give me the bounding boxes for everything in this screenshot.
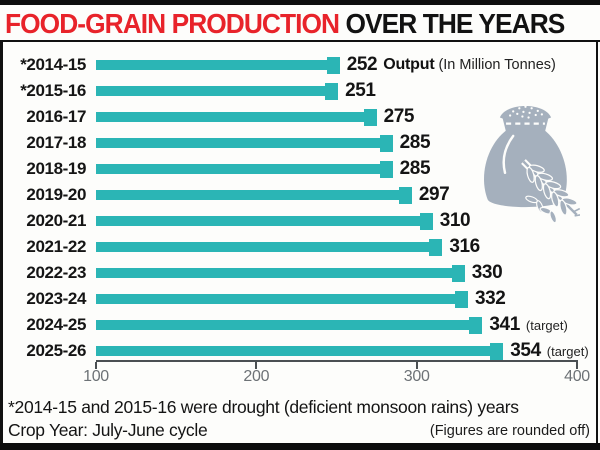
title-red-part: FOOD-GRAIN PRODUCTION bbox=[5, 8, 346, 39]
footnote-crop-year: Crop Year: July-June cycle bbox=[8, 420, 208, 440]
axis-tick-label: 100 bbox=[83, 368, 109, 385]
value-label: 316 bbox=[449, 236, 480, 257]
page-title: FOOD-GRAIN PRODUCTION OVER THE YEARS bbox=[5, 7, 565, 40]
bottom-rule bbox=[0, 443, 600, 450]
value-group: 354 (target) bbox=[510, 338, 588, 364]
axis-tick-label: 300 bbox=[403, 368, 430, 385]
bar-row: 2022-23 330 bbox=[0, 260, 600, 286]
footnote-rounded: (Figures are rounded off) bbox=[429, 423, 590, 439]
title-black-part: OVER THE YEARS bbox=[345, 8, 565, 39]
value-group: 285 bbox=[400, 156, 431, 182]
bar bbox=[96, 56, 340, 74]
value-label: 341 bbox=[489, 314, 520, 335]
value-label: 310 bbox=[439, 210, 471, 231]
bar-cap bbox=[454, 290, 468, 308]
bar-cap bbox=[490, 342, 504, 360]
bar-cap bbox=[469, 316, 483, 334]
bar-cap bbox=[398, 186, 412, 204]
bar-row: 2017-18 285 bbox=[0, 130, 600, 156]
footnote-drought: *2014-15 and 2015-16 were drought (defic… bbox=[8, 397, 519, 417]
value-label: 285 bbox=[399, 158, 431, 179]
year-label: 2018-19 bbox=[26, 159, 86, 178]
bar-row: *2015-16 251 bbox=[0, 78, 600, 104]
bar bbox=[96, 264, 465, 282]
bar-row: 2024-25 341 (target) bbox=[0, 312, 600, 338]
axis-tick bbox=[255, 362, 258, 369]
year-label: 2024-25 bbox=[26, 315, 86, 334]
bar bbox=[96, 134, 393, 152]
value-label: 252 bbox=[346, 54, 378, 75]
bar-cap bbox=[379, 160, 393, 178]
year-label: 2016-17 bbox=[26, 107, 86, 126]
value-group: 341 (target) bbox=[489, 312, 567, 338]
bar-cap bbox=[326, 56, 340, 74]
bar bbox=[96, 238, 443, 256]
value-group: 275 bbox=[384, 104, 415, 130]
bar-row: 2023-24 332 bbox=[0, 286, 600, 312]
bar-row: 2021-22 316 bbox=[0, 234, 600, 260]
bar-cap bbox=[429, 238, 443, 256]
value-label: 285 bbox=[399, 132, 431, 153]
bar-cap bbox=[419, 212, 433, 230]
unit-legend-label: (In Million Tonnes) bbox=[438, 57, 556, 73]
bar-row: 2020-21 310 bbox=[0, 208, 600, 234]
right-frame-line bbox=[596, 40, 598, 443]
year-label: 2019-20 bbox=[26, 185, 86, 204]
value-label: 354 bbox=[510, 340, 541, 361]
bar-row: 2019-20 297 bbox=[0, 182, 600, 208]
bar bbox=[96, 342, 504, 360]
left-frame-line bbox=[0, 40, 3, 443]
output-legend-label: Output bbox=[383, 56, 435, 73]
year-label: 2025-26 bbox=[26, 341, 86, 360]
bar bbox=[96, 160, 393, 178]
value-group: 252 Output (In Million Tonnes) bbox=[347, 52, 556, 78]
value-group: 332 bbox=[475, 286, 506, 312]
value-label: 251 bbox=[345, 80, 376, 101]
year-label: 2021-22 bbox=[26, 237, 86, 256]
year-label: 2017-18 bbox=[26, 133, 86, 152]
year-label: *2015-16 bbox=[20, 81, 86, 100]
year-label: *2014-15 bbox=[20, 55, 86, 74]
value-label: 330 bbox=[471, 262, 503, 283]
axis-tick bbox=[415, 362, 418, 369]
axis-tick-label: 200 bbox=[243, 368, 270, 385]
bar bbox=[96, 82, 339, 100]
bar bbox=[96, 186, 412, 204]
value-label: 275 bbox=[383, 106, 415, 127]
value-group: 285 bbox=[400, 130, 431, 156]
value-label: 297 bbox=[418, 184, 450, 205]
year-label: 2022-23 bbox=[26, 263, 86, 282]
year-label: 2023-24 bbox=[26, 289, 86, 308]
target-note: (target) bbox=[525, 317, 568, 333]
bar-cap bbox=[379, 134, 393, 152]
bar-cap bbox=[325, 82, 339, 100]
bar bbox=[96, 290, 468, 308]
bar-cap bbox=[363, 108, 377, 126]
bar bbox=[96, 212, 433, 230]
value-label: 332 bbox=[474, 288, 506, 309]
bar-row: *2014-15 252 Output (In Million Tonnes) bbox=[0, 52, 600, 78]
bar-row: 2025-26 354 (target) bbox=[0, 338, 600, 364]
bar bbox=[96, 316, 483, 334]
x-axis-line bbox=[96, 360, 578, 362]
target-note: (target) bbox=[546, 343, 589, 359]
title-divider bbox=[0, 40, 600, 42]
value-group: 251 bbox=[345, 78, 376, 104]
top-rule bbox=[0, 0, 600, 5]
wheat-ear-icon bbox=[521, 159, 580, 224]
axis-tick bbox=[576, 362, 578, 369]
bar bbox=[96, 108, 377, 126]
year-label: 2020-21 bbox=[26, 211, 86, 230]
value-group: 297 bbox=[419, 182, 450, 208]
bar-cap bbox=[451, 264, 465, 282]
axis-tick bbox=[95, 362, 97, 369]
grain-sack-icon bbox=[484, 105, 580, 224]
value-group: 330 bbox=[472, 260, 503, 286]
axis-tick-label: 400 bbox=[564, 368, 590, 385]
bar-row: 2018-19 285 bbox=[0, 156, 600, 182]
bar-row: 2016-17 275 bbox=[0, 104, 600, 130]
value-group: 310 bbox=[440, 208, 471, 234]
value-group: 316 bbox=[449, 234, 480, 260]
